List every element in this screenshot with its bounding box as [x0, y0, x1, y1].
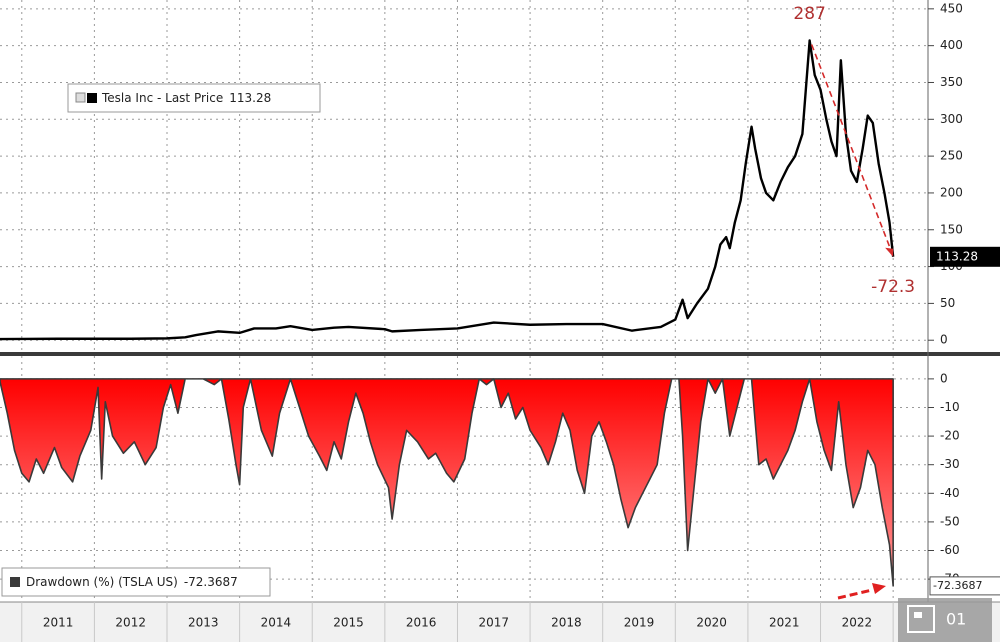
last-value-tag [929, 576, 1000, 596]
pointer-arrow [837, 588, 873, 600]
annotation-peak: 287 [793, 4, 825, 24]
badge [898, 598, 992, 642]
y-tick-label: -20 [940, 429, 960, 443]
y-tick-label: 0 [940, 333, 948, 347]
y-tick-label: 0 [940, 371, 948, 385]
x-tick-label: 2015 [333, 616, 364, 630]
y-tick-label: 150 [940, 222, 963, 236]
badge-icon [907, 605, 935, 633]
legend-swatch-outline [75, 92, 86, 103]
x-tick-label: 2017 [478, 616, 509, 630]
legend-last-value: -72.3687 [184, 575, 238, 589]
drawdown-area [0, 378, 894, 587]
annotation-drop: -72.3 [871, 277, 915, 297]
y-tick-label: -40 [940, 486, 960, 500]
x-tick-label: 2014 [261, 616, 292, 630]
y-tick-label: 50 [940, 296, 955, 310]
badge-label: 01 [946, 610, 966, 629]
drop-arrow-head [885, 247, 894, 257]
y-tick-label: -10 [940, 400, 960, 414]
price-line [0, 39, 895, 341]
legend-name: Tesla Inc - Last Price [101, 91, 223, 105]
y-tick-label: 250 [940, 149, 963, 163]
y-tick-label: 400 [940, 38, 963, 52]
x-tick-label: 2019 [624, 616, 655, 630]
drop-arrow [810, 44, 892, 252]
legend-box [1, 567, 271, 597]
x-tick-label: 2021 [769, 616, 800, 630]
x-tick-label: 2011 [43, 616, 74, 630]
y-tick-label: 200 [940, 185, 963, 199]
x-tick-label: 2016 [406, 616, 437, 630]
last-value-label: 113.28 [936, 249, 978, 263]
x-tick-label: 2020 [696, 616, 727, 630]
last-value-tag [930, 246, 1000, 267]
legend-box [67, 83, 321, 113]
y-tick-label: 450 [940, 1, 963, 15]
x-tick-label: 2012 [115, 616, 146, 630]
y-tick-label: -30 [940, 457, 960, 471]
badge-icon-inner [914, 612, 922, 618]
x-tick-label: 2022 [842, 616, 873, 630]
legend-label: Tesla Inc - Last Price 113.28 [101, 91, 271, 105]
y-tick-label: 300 [940, 112, 963, 126]
x-tick-label: 2013 [188, 616, 219, 630]
panel-separator [0, 352, 1000, 356]
y-tick-label: 350 [940, 75, 963, 89]
legend-swatch [10, 577, 20, 587]
x-tick-label: 2018 [551, 616, 582, 630]
y-tick-label: -60 [940, 543, 960, 557]
legend-last-value: 113.28 [229, 91, 271, 105]
y-tick-label: -50 [940, 514, 960, 528]
legend-label: Drawdown (%) (TSLA US) -72.3687 [26, 575, 238, 589]
legend-swatch [87, 93, 97, 103]
last-value-label: -72.3687 [933, 579, 982, 592]
legend-name: Drawdown (%) (TSLA US) [26, 575, 178, 589]
pointer-arrow-head [872, 583, 886, 594]
